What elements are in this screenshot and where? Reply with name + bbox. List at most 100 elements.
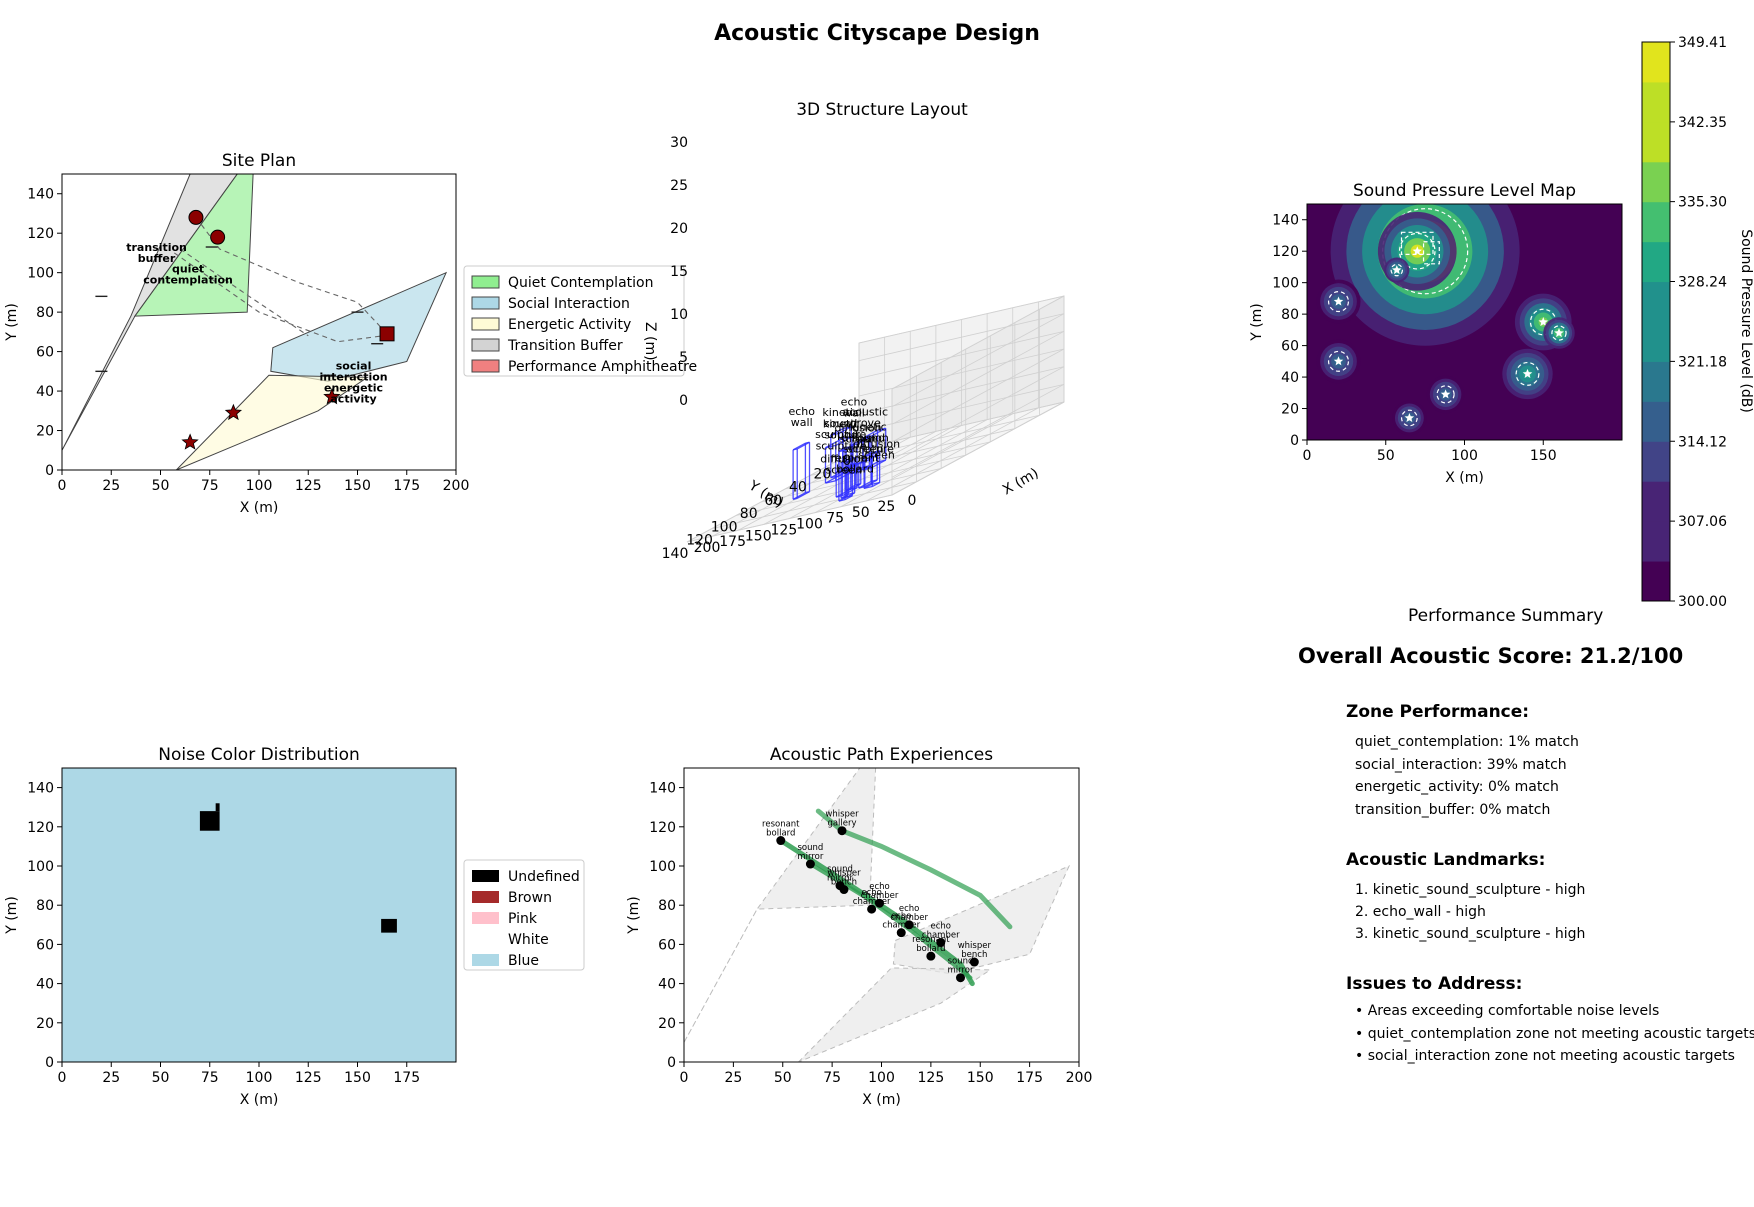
structure-label: diffusion screen [835,421,882,445]
grid-line [866,407,1039,502]
y-axis-label: Y (m) [4,303,20,342]
spl-plot-area [1307,204,1622,440]
y-tick-label: 20 [1281,402,1299,418]
x-axis-label: X (m) [1000,465,1041,498]
y-tick-label: 60 [1281,339,1299,355]
grid-line [891,348,1065,443]
landmark-label: echo chamber [922,921,960,940]
y-tick-label: 0 [45,1055,54,1071]
colorbar-segment [1642,121,1670,163]
y-tick-label: 120 [1272,244,1299,260]
zone-line: quiet_contemplation: 1% match [1355,734,1579,750]
colorbar-segment [1642,81,1670,123]
site-plan-legend: Quiet Contemplation Social Interaction Ene… [463,265,697,377]
grid-line [840,413,1013,508]
structure-edge [862,461,878,471]
z-tick-label: 20 [670,221,688,237]
landmark-point [926,951,936,961]
grid-line [763,431,937,525]
zone-polygon [270,271,448,382]
dashed-path [179,248,309,337]
spl-dashed-contour [1327,291,1350,313]
grid-line [891,295,1065,390]
grid-line [891,313,1065,408]
grid-line [858,295,1065,344]
square-marker [379,326,395,342]
structure-label: echo wall [841,396,868,420]
spl-dashed-contour [1327,350,1350,372]
y-tick-label: 120 [27,820,54,836]
path-line [815,808,1013,930]
y-tick-label: 60 [764,493,782,509]
landmark-point [837,826,847,836]
grid-line [858,313,1065,362]
landmark-label: sound mirror [827,865,853,884]
z-tick-label: 10 [670,307,688,323]
structure-label: kinetic sound sculpture [816,418,867,453]
landmark-label: sound mirror [797,843,823,862]
colorbar-tick-label: 328.24 [1678,275,1727,291]
x-tick-label: 100 [246,1070,273,1086]
y-tick-label: 120 [686,533,713,549]
z-tick-label: 5 [679,350,688,366]
landmark-point [969,957,979,967]
colorbar-segment [1642,42,1670,83]
x-tick-label: 150 [344,478,371,494]
y-tick-label: 140 [27,781,54,797]
landmark-point [904,920,914,930]
x-tick-label: 25 [877,499,895,515]
landmark-point [936,937,946,947]
spl-source-star [1412,246,1422,256]
y-tick-label: 40 [36,977,54,993]
x-tick-label: 175 [393,478,420,494]
panel-title: Acoustic Path Experiences [770,745,993,765]
grid-line [891,401,1065,496]
spl-dashed-contour [1515,361,1540,386]
grid-line [891,330,1065,425]
landmark-label: echo chamber [861,882,899,901]
landmark-line: 2. echo_wall - high [1355,904,1486,920]
panel-title: Sound Pressure Level Map [1353,181,1576,201]
legend-swatch [471,317,500,331]
structure-edge [838,449,846,453]
y-tick-label: 120 [27,226,54,242]
structure-edge [792,448,798,451]
grid-line [891,366,1065,461]
y-axis-label: Y (m) [1249,303,1265,342]
colorbar-segment [1642,361,1670,402]
x-tick-label: 50 [852,505,870,521]
structure-edge [846,492,855,498]
spl-source-star [1440,389,1451,399]
landmark-point [867,904,877,914]
y-axis-label: Y (m) [4,896,20,935]
landmark-point [776,836,786,846]
colorbar-tick-label: 300.00 [1678,594,1727,610]
structure-edge [870,427,887,437]
legend-swatch [472,870,499,882]
y-tick-label: 100 [649,859,676,875]
spl-source-star [1522,368,1533,378]
spl-dashed-contour [1400,409,1418,427]
y-tick-label: 100 [27,266,54,282]
circle-marker [210,229,226,245]
x-tick-label: 100 [796,517,823,533]
structure-edge [850,471,858,475]
y-tick-label: 0 [1290,433,1299,449]
y-tick-label: 140 [649,781,676,797]
legend-label: Quiet Contemplation [508,275,653,291]
legend-label: Transition Buffer [507,338,623,354]
grid-line [891,383,1065,478]
y-tick-label: 120 [649,820,676,836]
structure-edge [871,481,880,488]
structure-edge [844,495,853,501]
legend-label: Pink [508,911,538,927]
figure-title: Acoustic Cityscape Design [714,21,1040,46]
colorbar-segment [1642,241,1670,283]
structure-label: diffusion screen [842,432,889,456]
x-tick-label: 100 [1451,448,1478,464]
zone-polygon [175,374,369,470]
x-tick-label: 75 [823,1070,841,1086]
landmark-point [896,928,906,938]
grid-line [686,494,893,543]
y-tick-label: 100 [711,519,738,535]
